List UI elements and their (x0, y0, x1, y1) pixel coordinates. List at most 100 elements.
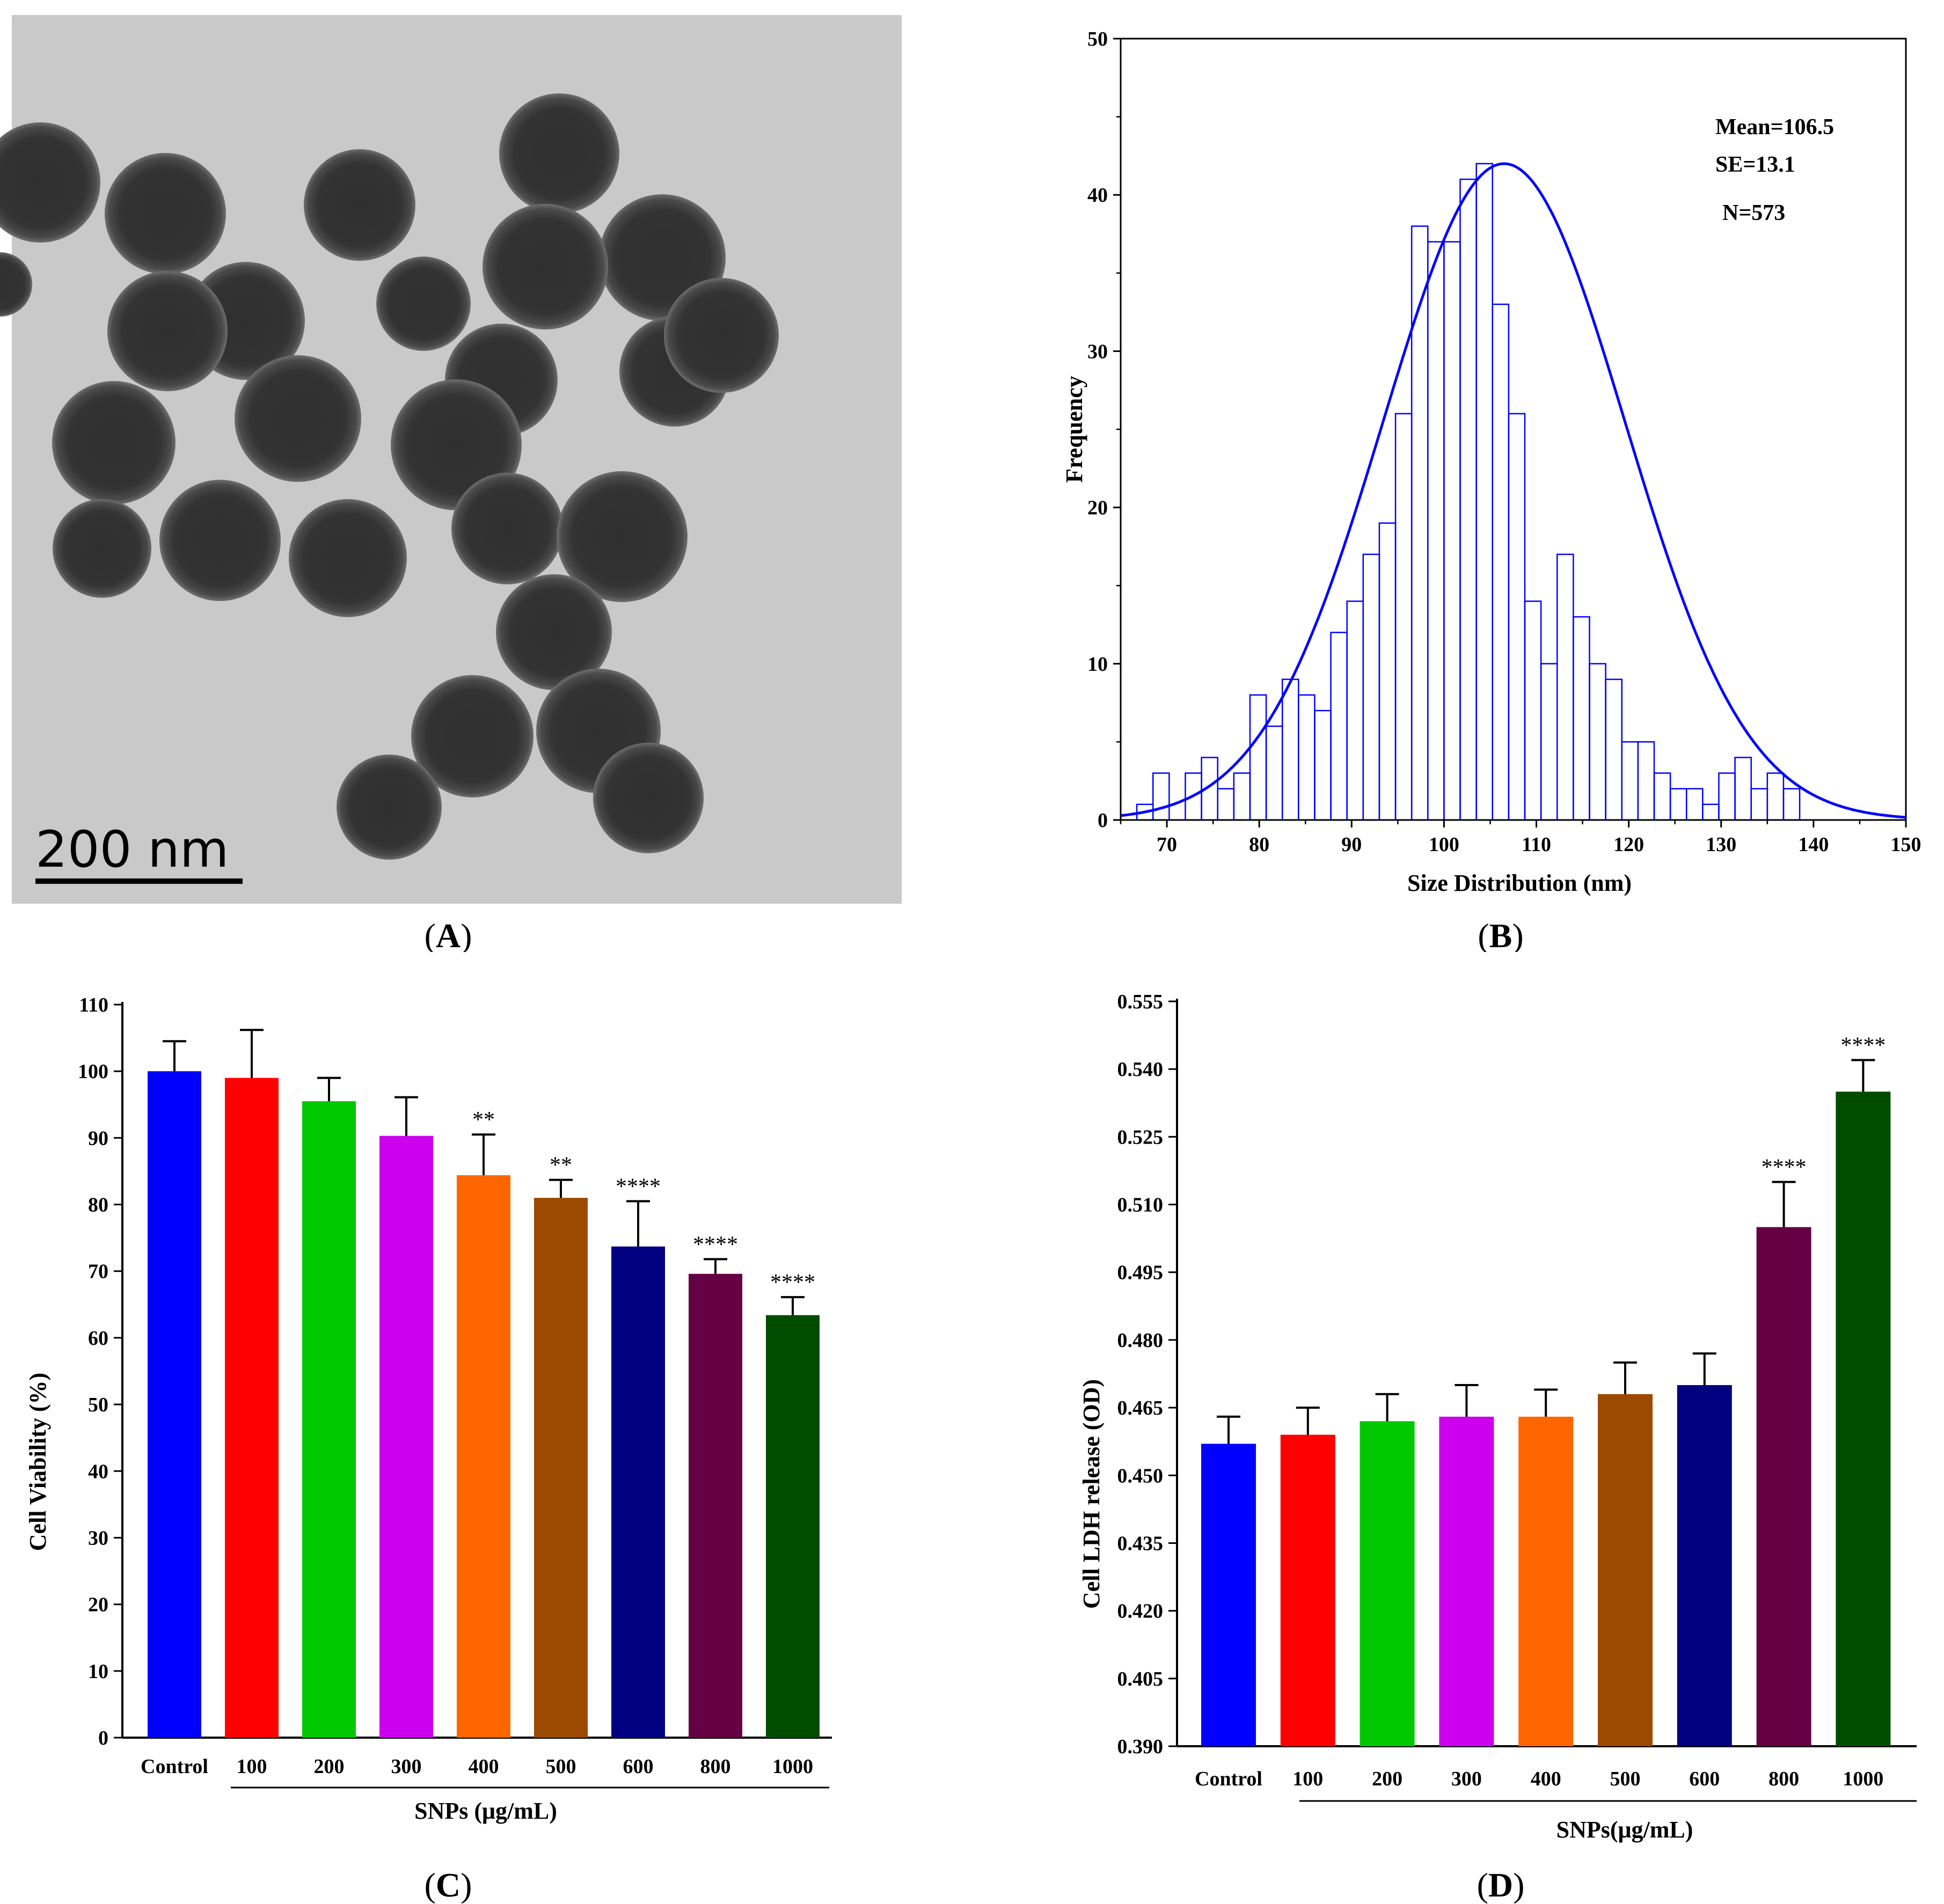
x-tick-label: 400 (1531, 1768, 1561, 1790)
x-axis-title: SNPs (μg/mL) (414, 1798, 557, 1824)
y-tick-label: 0.510 (1117, 1194, 1164, 1217)
bar (689, 1273, 742, 1738)
x-axis-title: Size Distribution (nm) (1407, 870, 1632, 896)
y-axis-title: Cell Viability (%) (25, 1373, 51, 1551)
nanoparticle (496, 574, 612, 690)
normal-fit-curve (1120, 162, 1906, 819)
histogram-bar (1265, 726, 1283, 821)
bar (1598, 1394, 1653, 1746)
panel-a-label: (A) (425, 917, 472, 952)
histogram-bar (1233, 772, 1251, 821)
histogram-bar (1734, 757, 1752, 821)
y-tick-label: 100 (78, 1060, 108, 1083)
y-tick-label: 40 (1087, 184, 1108, 207)
y-tick-label: 0.450 (1117, 1464, 1164, 1487)
x-tick-label: 300 (1451, 1768, 1482, 1790)
histogram-bar (1637, 741, 1655, 821)
x-tick-label: 200 (314, 1755, 345, 1778)
y-tick-label: 0.540 (1117, 1058, 1164, 1081)
x-tick-label: 500 (1610, 1768, 1641, 1790)
x-tick-label: 70 (1157, 833, 1177, 856)
significance-marker: ** (472, 1108, 495, 1132)
histogram-bar (1443, 241, 1461, 821)
histogram-bar (1217, 788, 1235, 821)
histogram-bar (1411, 225, 1429, 821)
y-tick-label: 0.465 (1117, 1397, 1164, 1419)
y-tick-label: 0 (98, 1727, 108, 1749)
bar (302, 1101, 356, 1738)
histogram-bar (1314, 709, 1332, 821)
nanoparticle (557, 471, 688, 602)
histogram-bar (1669, 788, 1687, 821)
histogram-bar (1152, 772, 1170, 821)
y-tick-label: 70 (88, 1261, 108, 1283)
x-tick-label: Control (1195, 1768, 1262, 1790)
bar (1518, 1416, 1574, 1746)
histogram-bar (1782, 788, 1801, 821)
significance-marker: **** (1762, 1155, 1807, 1180)
x-tick-label: 600 (1689, 1768, 1720, 1790)
panel-d-label: (D) (1477, 1866, 1525, 1904)
significance-marker: ** (550, 1153, 572, 1178)
nanoparticle (52, 381, 176, 504)
significance-marker: **** (616, 1174, 661, 1199)
histogram-bar (1459, 178, 1477, 821)
histogram-bar (1718, 772, 1736, 821)
histogram-bar (1750, 788, 1768, 821)
bar (611, 1246, 665, 1738)
ldh-bar-chart: 0.390 0.405 0.420 0.435 0.450 0.465 0.480 0.495… (1078, 991, 1917, 1904)
x-tick-label: 140 (1798, 833, 1829, 856)
histogram-bar (1589, 663, 1606, 821)
y-tick-label: 20 (88, 1594, 108, 1616)
nanoparticle (0, 252, 32, 317)
y-tick-label: 80 (88, 1194, 108, 1217)
histogram-bar (1540, 663, 1558, 821)
histogram-bar (1621, 741, 1639, 821)
bar (148, 1071, 201, 1738)
stat-annotation: Mean=106.5 (1715, 115, 1834, 140)
panel-b-label: (B) (1478, 917, 1523, 952)
x-tick-label: 300 (391, 1755, 422, 1778)
histogram-bar (1298, 694, 1316, 821)
y-tick-label: 0.555 (1117, 991, 1164, 1013)
x-tick-label: 600 (623, 1755, 654, 1778)
x-tick-label: 80 (1249, 833, 1269, 856)
bar (1280, 1434, 1335, 1746)
panel-d-ldh-chart: 0.390 0.405 0.420 0.435 0.450 0.465 0.480 0.495… (972, 952, 1944, 1904)
y-tick-label: 10 (88, 1660, 108, 1683)
y-tick-label: 50 (1087, 28, 1108, 50)
bar (1201, 1444, 1256, 1746)
histogram-bar (1362, 553, 1380, 821)
histogram-bar (1573, 616, 1590, 821)
x-tick-label: 800 (1768, 1768, 1799, 1790)
nanoparticle (593, 743, 704, 853)
panel-c-label: (C) (425, 1866, 472, 1904)
histogram-bar (1605, 678, 1623, 821)
nanoparticles (0, 93, 779, 860)
nanoparticle (376, 257, 471, 351)
histogram-bar (1508, 413, 1526, 821)
nanoparticle (411, 675, 533, 797)
nanoparticle (483, 204, 608, 329)
histogram-bar (1685, 788, 1704, 821)
histogram-bar (1394, 413, 1413, 821)
y-tick-label: 20 (1087, 497, 1108, 519)
y-tick-label: 0.405 (1117, 1668, 1164, 1690)
nanoparticle (105, 153, 226, 274)
panel-a-tem-image: 200 nm (A) (0, 0, 972, 952)
stat-annotation: SE=13.1 (1715, 152, 1795, 177)
x-tick-label: 110 (1522, 833, 1551, 856)
y-tick-label: 90 (88, 1127, 108, 1149)
nanoparticle (289, 499, 407, 617)
bar (534, 1198, 588, 1738)
x-tick-label: 800 (700, 1755, 731, 1778)
x-axis-ticks: 70 80 90 100 110 120 130 140 150 (1120, 820, 1921, 856)
bar (1677, 1385, 1732, 1746)
histogram-bar (1475, 163, 1494, 821)
x-tick-label: 500 (546, 1755, 576, 1778)
histogram-bar (1702, 803, 1720, 821)
bar (379, 1136, 433, 1738)
nanoparticle (304, 149, 415, 261)
nanoparticle (53, 499, 151, 598)
histogram-bar (1766, 772, 1785, 821)
